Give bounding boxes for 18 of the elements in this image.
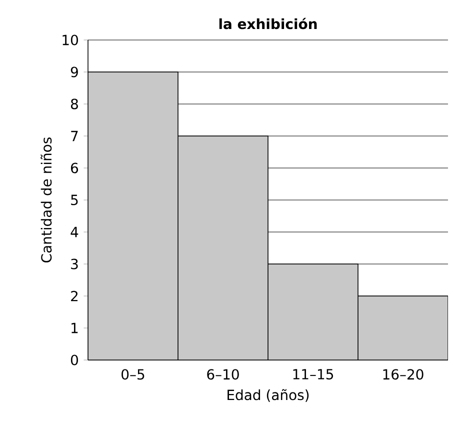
y-tick-label: 0	[70, 354, 78, 366]
x-tick-label: 11–15	[293, 369, 334, 380]
x-tick-label: 0–5	[122, 369, 144, 380]
y-tick-label: 7	[71, 130, 78, 142]
y-tick-label: 9	[70, 66, 78, 78]
x-axis-title: Edad (años)	[228, 389, 309, 402]
y-tick-label: 10	[62, 34, 78, 46]
y-tick-label: 1	[72, 322, 78, 334]
y-tick-label: 2	[71, 290, 78, 302]
y-tick-label: 6	[70, 162, 78, 174]
x-tick-label: 16–20	[383, 369, 424, 380]
x-tick-label: 6–10	[207, 369, 239, 380]
y-tick-label: 4	[70, 226, 78, 238]
chart-title: la exhibición	[219, 18, 317, 30]
y-axis-title: Cantidad de niños	[40, 137, 52, 262]
y-tick-label: 8	[70, 98, 78, 110]
y-tick-label: 3	[71, 258, 78, 270]
y-tick-label: 5	[71, 194, 78, 206]
